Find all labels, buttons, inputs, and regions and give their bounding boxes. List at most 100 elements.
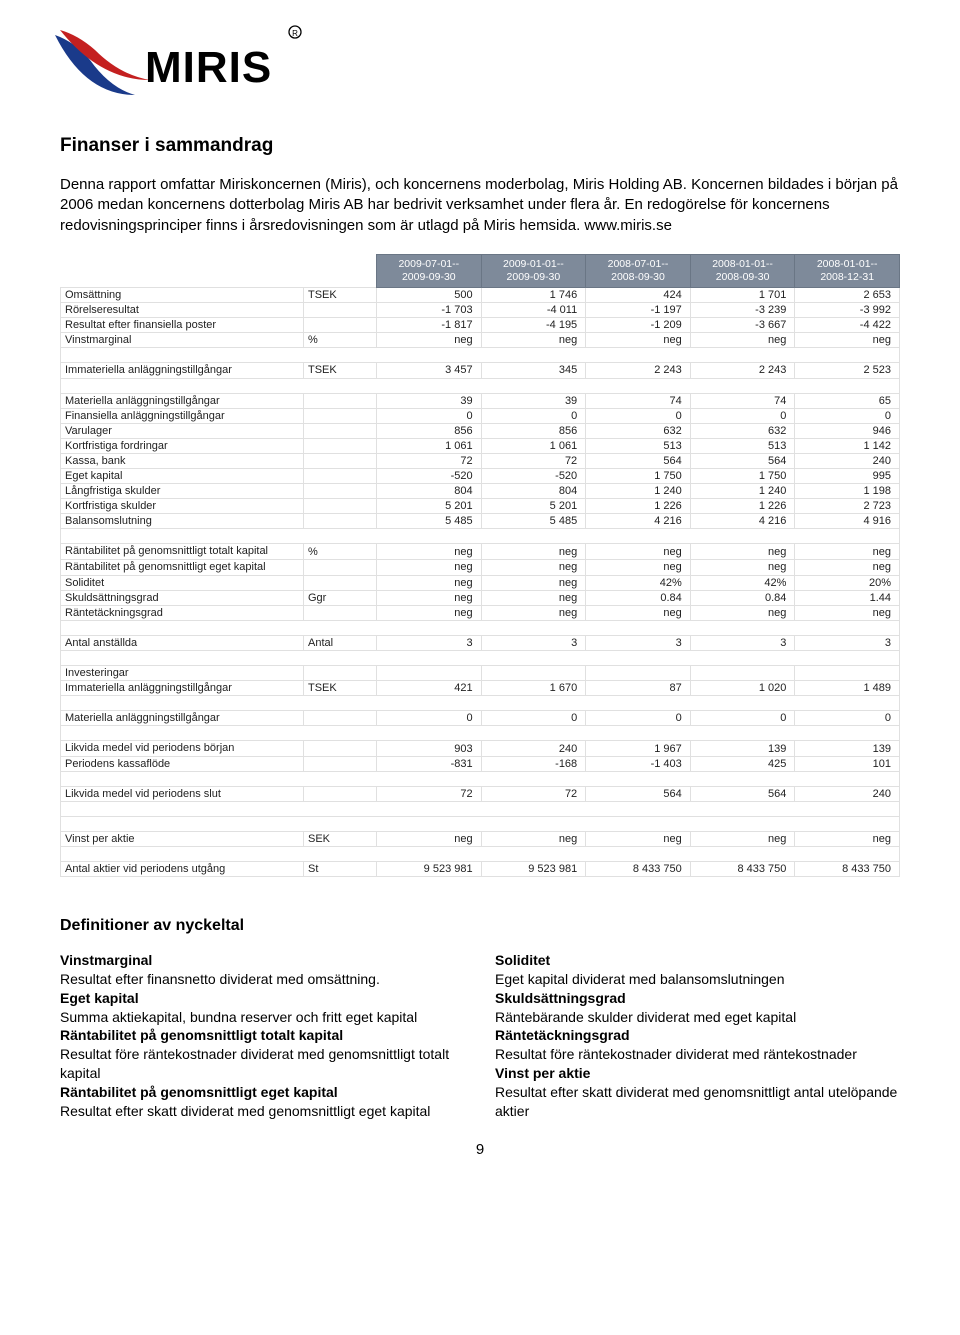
row-label: Långfristiga skulder [61, 484, 304, 499]
row-value: neg [481, 544, 586, 560]
row-value: 1 142 [795, 439, 900, 454]
row-value: 72 [377, 454, 482, 469]
row-value: 72 [377, 786, 482, 801]
row-value: 9 523 981 [377, 861, 482, 876]
row-value: 1 750 [586, 469, 691, 484]
row-value: neg [377, 333, 482, 348]
intro-paragraph: Denna rapport omfattar Miriskoncernen (M… [60, 175, 900, 236]
row-value: 4 216 [586, 514, 691, 529]
definitions-left: VinstmarginalResultat efter finansnetto … [60, 951, 465, 1121]
row-label: Kassa, bank [61, 454, 304, 469]
row-unit: % [304, 333, 377, 348]
row-value: neg [586, 544, 691, 560]
period-header: 2008-01-01--2008-09-30 [690, 254, 795, 287]
row-value: 2 653 [795, 288, 900, 303]
definition-term: Räntetäckningsgrad [495, 1027, 630, 1043]
row-value: 1 746 [481, 288, 586, 303]
definition-term: Vinstmarginal [60, 952, 152, 968]
period-header: 2009-07-01--2009-09-30 [377, 254, 482, 287]
row-value: 240 [795, 454, 900, 469]
row-value: 564 [690, 786, 795, 801]
row-value: -3 992 [795, 303, 900, 318]
row-value: 0 [481, 408, 586, 424]
row-value: neg [377, 831, 482, 846]
definition-text: Räntebärande skulder dividerat med eget … [495, 1009, 796, 1025]
row-unit [304, 514, 377, 529]
row-value: neg [481, 559, 586, 575]
row-value: -520 [377, 469, 482, 484]
row-value: 500 [377, 288, 482, 303]
row-value: neg [795, 831, 900, 846]
row-value: 9 523 981 [481, 861, 586, 876]
period-header: 2008-07-01--2008-09-30 [586, 254, 691, 287]
row-label: Investeringar [61, 665, 304, 680]
row-unit [304, 439, 377, 454]
row-value: neg [481, 590, 586, 605]
definition-text: Resultat före räntekostnader dividerat m… [495, 1046, 857, 1062]
row-unit [304, 756, 377, 771]
row-label: Räntabilitet på genomsnittligt totalt ka… [61, 544, 304, 560]
row-unit: St [304, 861, 377, 876]
row-value: 345 [481, 363, 586, 379]
row-value: 240 [481, 741, 586, 757]
row-value: -3 667 [690, 318, 795, 333]
row-value: neg [586, 333, 691, 348]
row-value: 946 [795, 424, 900, 439]
row-value: 2 523 [795, 363, 900, 379]
row-value [377, 665, 482, 680]
row-value: neg [690, 605, 795, 620]
row-unit [304, 393, 377, 408]
row-value: 995 [795, 469, 900, 484]
row-unit: SEK [304, 831, 377, 846]
row-label: Soliditet [61, 575, 304, 590]
row-label: Periodens kassaflöde [61, 756, 304, 771]
logo-text: MIRIS [145, 43, 272, 92]
row-value: 424 [586, 288, 691, 303]
row-unit [304, 665, 377, 680]
row-value [795, 665, 900, 680]
row-value: 2 723 [795, 499, 900, 514]
row-label: Materiella anläggningstillgångar [61, 711, 304, 726]
row-value: 4 916 [795, 514, 900, 529]
row-value: 0.84 [690, 590, 795, 605]
definition-term: Räntabilitet på genomsnittligt totalt ka… [60, 1027, 343, 1043]
row-value: 240 [795, 786, 900, 801]
row-value: neg [690, 544, 795, 560]
row-value: 0 [377, 711, 482, 726]
period-header: 2009-01-01--2009-09-30 [481, 254, 586, 287]
definition-text: Resultat efter skatt dividerat med genom… [495, 1084, 897, 1119]
definition-text: Eget kapital dividerat med balansomslutn… [495, 971, 785, 987]
row-value: -3 239 [690, 303, 795, 318]
row-value: neg [690, 333, 795, 348]
row-value: neg [690, 559, 795, 575]
row-unit [304, 605, 377, 620]
row-value: 39 [481, 393, 586, 408]
row-value: neg [586, 605, 691, 620]
row-value: 74 [586, 393, 691, 408]
row-label: Materiella anläggningstillgångar [61, 393, 304, 408]
registered-mark: R [292, 29, 298, 38]
row-value [690, 665, 795, 680]
row-value: 5 201 [377, 499, 482, 514]
row-value: neg [481, 605, 586, 620]
row-label: Vinstmarginal [61, 333, 304, 348]
row-value: 804 [481, 484, 586, 499]
row-label: Rörelseresultat [61, 303, 304, 318]
row-value: neg [377, 590, 482, 605]
row-unit: Antal [304, 635, 377, 650]
row-value: 425 [690, 756, 795, 771]
row-value: neg [795, 559, 900, 575]
row-value: 421 [377, 680, 482, 696]
row-value: 1 670 [481, 680, 586, 696]
row-unit [304, 575, 377, 590]
row-value: 3 [690, 635, 795, 650]
row-value: 564 [690, 454, 795, 469]
row-value: 42% [586, 575, 691, 590]
definitions-columns: VinstmarginalResultat efter finansnetto … [60, 951, 900, 1121]
definition-term: Skuldsättningsgrad [495, 990, 626, 1006]
row-value: 139 [795, 741, 900, 757]
row-value: 0.84 [586, 590, 691, 605]
row-value: -4 422 [795, 318, 900, 333]
row-value: 4 216 [690, 514, 795, 529]
row-unit [304, 559, 377, 575]
